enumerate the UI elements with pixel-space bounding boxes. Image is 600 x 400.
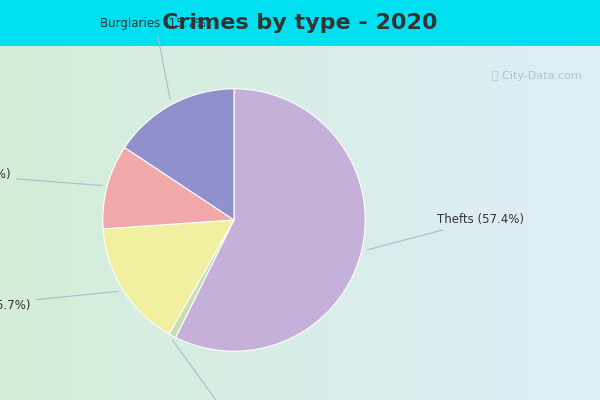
Text: Auto thefts (10.4%): Auto thefts (10.4%)	[0, 168, 102, 186]
Wedge shape	[125, 89, 234, 220]
Text: ⓘ City-Data.com: ⓘ City-Data.com	[492, 71, 582, 81]
Wedge shape	[103, 148, 234, 229]
Text: Rapes (0.9%): Rapes (0.9%)	[173, 340, 286, 400]
Text: Burglaries (15.7%): Burglaries (15.7%)	[100, 17, 211, 99]
Wedge shape	[103, 220, 234, 334]
Wedge shape	[169, 220, 234, 338]
Text: Assaults (15.7%): Assaults (15.7%)	[0, 291, 118, 312]
Text: Thefts (57.4%): Thefts (57.4%)	[367, 214, 524, 250]
Wedge shape	[176, 89, 365, 351]
Text: Crimes by type - 2020: Crimes by type - 2020	[162, 13, 438, 33]
